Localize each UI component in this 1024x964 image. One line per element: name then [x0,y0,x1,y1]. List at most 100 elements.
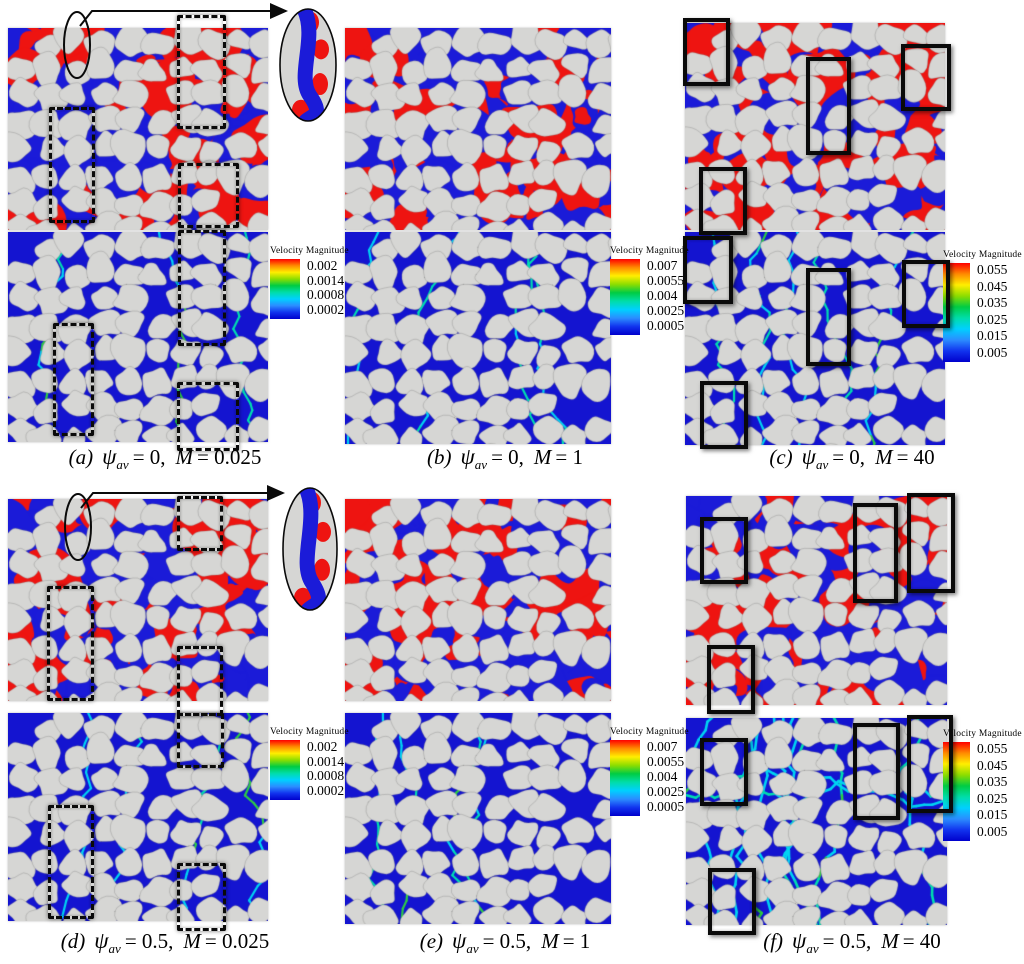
colorbar-gradient [943,742,970,841]
velocity-field-image-a [8,232,268,442]
psi-value: = 0.5, [822,929,872,953]
m-value: = 1 [555,445,583,469]
colorbar-tick-label: 0.035 [977,774,1008,790]
colorbar-title: Velocity Magnitude [270,246,349,256]
m-symbol: M [881,929,899,953]
colorbar-tick-label: 0.007 [647,739,678,754]
phase-distribution-image-a [8,28,268,230]
colorbar-tick-label: 0.005 [977,344,1008,360]
colorbar-tick-label: 0.005 [977,823,1008,839]
colorbar-velocity-magnitude-c: Velocity Magnitude 0.055 0.045 0.035 0.025 0… [943,250,1022,362]
psi-symbol: ψ [94,928,109,953]
inset-red-phase-patch [314,558,330,581]
psi-subscript: av [466,941,479,957]
phase-distribution-image-f [686,496,947,705]
inset-red-phase-patch [312,73,328,96]
caption-index: (e) [419,929,444,953]
phase-distribution-image-c [685,23,945,230]
m-value: = 40 [902,929,941,953]
caption-index: (f) [763,929,784,953]
colorbar-tick-label: 0.0025 [647,784,685,799]
psi-symbol: ψ [452,928,467,953]
colorbar-tick-label: 0.0002 [307,782,345,798]
colorbar-velocity-magnitude-a: Velocity Magnitude 0.002 0.0014 0.0008 0.00… [270,246,349,319]
inset-red-phase-patch [303,491,321,514]
caption-panel-f: (f) ψav = 0.5, M = 40 [680,928,1024,962]
velocity-field-image-d [8,713,268,921]
inset-content [294,488,331,610]
caption-index: (b) [426,445,452,469]
psi-subscript: av [108,941,121,957]
psi-subscript: av [806,941,819,957]
psi-symbol: ψ [102,444,117,469]
colorbar-tick-label: 0.0002 [307,301,345,317]
colorbar-title: Velocity Magnitude [610,727,689,737]
colorbar-tick-label: 0.0008 [307,287,345,303]
inset-red-phase-patch [313,39,329,60]
inset-blue-phase-channel [296,9,324,121]
colorbar-tick-label: 0.025 [977,790,1008,806]
colorbar-tick-label: 0.045 [977,278,1008,294]
phase-distribution-image-d [8,499,268,701]
colorbar-tick-label: 0.035 [977,295,1008,311]
inset-red-phase-patch [294,587,312,608]
colorbar-tick-label: 0.0025 [647,303,685,318]
caption-panel-b: (b) ψav = 0, M = 1 [340,444,670,478]
inset-content [292,9,329,121]
psi-value: = 0.5, [482,929,532,953]
caption-index: (c) [769,445,793,469]
velocity-field-image-f [686,718,947,925]
psi-symbol: ψ [460,444,475,469]
psi-symbol: ψ [801,444,816,469]
annotation-arrow [79,3,288,27]
m-value: = 40 [896,445,935,469]
colorbar-gradient [610,740,640,816]
colorbar-tick-label: 0.045 [977,757,1008,773]
colorbar-tick-label: 0.004 [647,769,678,784]
caption-panel-e: (e) ψav = 0.5, M = 1 [340,928,670,962]
colorbar-tick-label: 0.0055 [647,754,685,769]
velocity-field-image-c [685,232,945,445]
colorbar-velocity-magnitude-d: Velocity Magnitude 0.002 0.0014 0.0008 0.00… [270,727,349,800]
colorbar-gradient [610,259,640,335]
colorbar-tick-label: 0.0008 [307,768,345,784]
psi-value: = 0, [832,445,866,469]
caption-panel-c: (c) ψav = 0, M = 40 [680,444,1024,478]
colorbar-gradient [943,263,970,362]
m-symbol: M [541,929,559,953]
colorbar-velocity-magnitude-f: Velocity Magnitude 0.055 0.045 0.035 0.025 0… [943,729,1022,841]
m-symbol: M [183,929,201,953]
colorbar-tick-label: 0.004 [647,288,678,303]
m-symbol: M [175,445,194,469]
inset-magnified-view [280,9,336,121]
psi-value: = 0, [491,445,524,469]
caption-index: (d) [60,929,86,953]
inset-magnified-view [283,488,337,610]
m-symbol: M [533,445,552,469]
psi-subscript: av [474,457,488,473]
psi-value: = 0, [132,445,166,469]
colorbar-gradient [270,740,300,800]
inset-red-phase-patch [292,99,310,120]
caption-panel-d: (d) ψav = 0.5, M = 0.025 [0,928,330,962]
inset-outline [282,487,338,611]
caption-index: (a) [68,445,94,469]
m-value: = 1 [562,929,591,953]
colorbar-tick-label: 0.055 [977,741,1008,756]
colorbar-tick-label: 0.0014 [307,272,345,288]
psi-symbol: ψ [792,928,807,953]
phase-distribution-image-e [345,499,611,701]
colorbar-tick-label: 0.055 [977,262,1008,277]
colorbar-tick-label: 0.025 [977,311,1008,327]
m-value: = 0.025 [204,929,270,953]
phase-distribution-image-b [345,28,611,230]
colorbar-tick-label: 0.0055 [647,273,685,288]
colorbar-title: Velocity Magnitude [943,250,1022,260]
colorbar-tick-label: 0.0005 [647,318,685,333]
colorbar-tick-label: 0.015 [977,328,1008,344]
colorbar-gradient [270,259,300,319]
psi-subscript: av [815,457,829,473]
colorbar-title: Velocity Magnitude [610,246,689,256]
colorbar-tick-label: 0.015 [977,807,1008,823]
